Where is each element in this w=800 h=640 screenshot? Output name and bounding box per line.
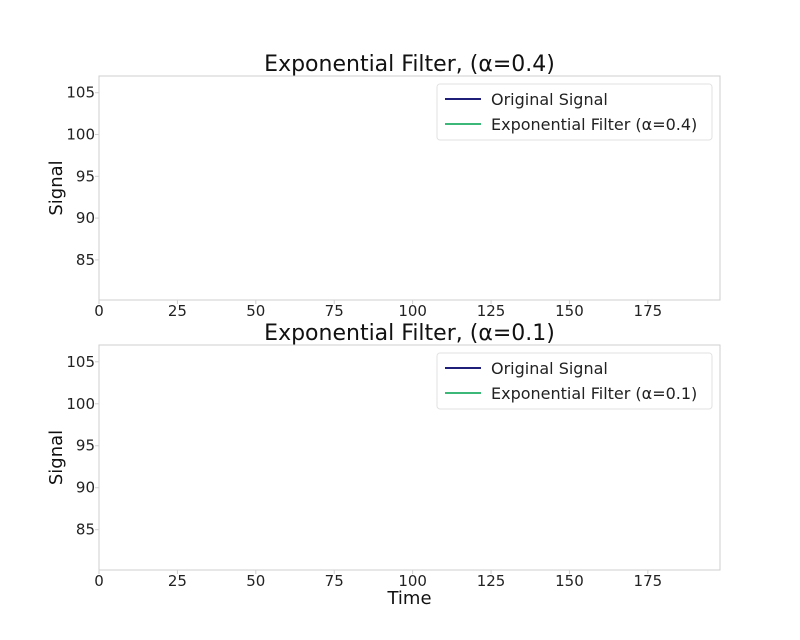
subplot-1: Exponential Filter, (α=0.4) Signal 0 25 50 75…	[46, 52, 721, 320]
x-tick-label: 50	[246, 572, 265, 590]
x-tick-label: 100	[398, 302, 427, 320]
x-tick-label: 175	[634, 302, 663, 320]
y-axis-label: Signal	[46, 430, 67, 485]
legend: Original Signal Exponential Filter (α=0.4…	[436, 83, 713, 141]
x-tick-label: 75	[325, 572, 344, 590]
y-tick-label: 105	[66, 84, 95, 102]
x-tick-label: 125	[477, 572, 506, 590]
chart-title: Exponential Filter, (α=0.4)	[264, 52, 555, 77]
x-tick-label: 175	[634, 572, 663, 590]
legend-entry: Exponential Filter (α=0.4)	[491, 115, 697, 134]
legend-entry: Original Signal	[491, 359, 608, 378]
x-tick-label: 75	[325, 302, 344, 320]
legend: Original Signal Exponential Filter (α=0.1…	[436, 352, 713, 410]
x-tick-label: 0	[94, 572, 104, 590]
x-tick-label: 0	[94, 302, 104, 320]
y-tick-label: 95	[76, 437, 95, 455]
x-tick-label: 125	[477, 302, 506, 320]
subplot-2: Exponential Filter, (α=0.1) Signal Time 0 25…	[46, 321, 721, 609]
legend-box	[436, 83, 713, 141]
y-tick-label: 100	[66, 126, 95, 144]
y-tick-label: 95	[76, 167, 95, 185]
y-axis-label: Signal	[46, 160, 67, 215]
x-tick-label: 150	[555, 572, 584, 590]
x-tick-label: 25	[168, 302, 187, 320]
y-tick-label: 90	[76, 479, 95, 497]
x-tick-label: 25	[168, 572, 187, 590]
x-tick-label: 50	[246, 302, 265, 320]
y-tick-label: 100	[66, 395, 95, 413]
chart-title: Exponential Filter, (α=0.1)	[264, 321, 555, 346]
y-tick-label: 105	[66, 353, 95, 371]
y-tick-label: 90	[76, 209, 95, 227]
y-tick-label: 85	[76, 521, 95, 539]
x-tick-label: 150	[555, 302, 584, 320]
legend-entry: Exponential Filter (α=0.1)	[491, 384, 697, 403]
y-tick-label: 85	[76, 251, 95, 269]
legend-box	[436, 352, 713, 410]
legend-entry: Original Signal	[491, 90, 608, 109]
x-axis-label: Time	[386, 588, 431, 609]
x-tick-label: 100	[398, 572, 427, 590]
